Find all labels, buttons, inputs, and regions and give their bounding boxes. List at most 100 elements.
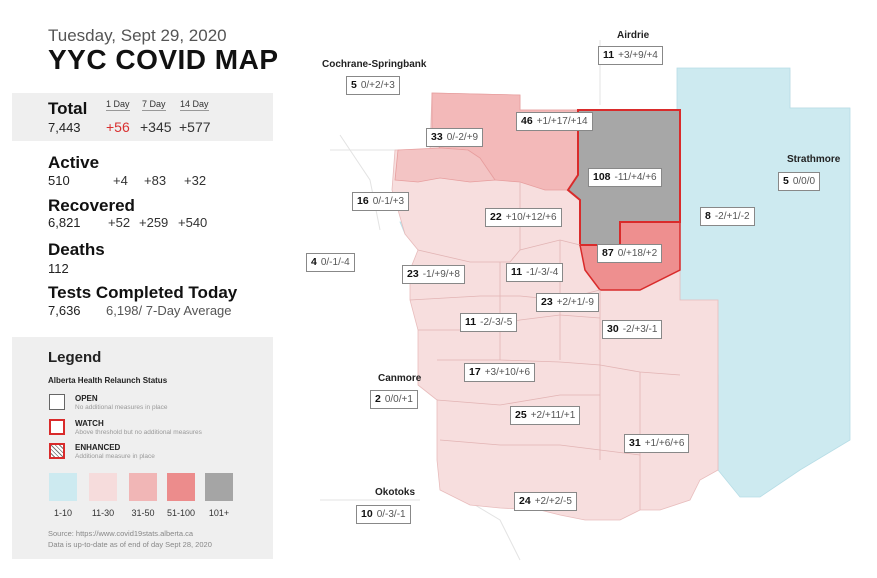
zone-changes: -2/+1/-2 [714, 211, 750, 222]
enhanced-status-box [49, 443, 65, 459]
zone-count: 11 [603, 49, 615, 61]
zone-count: 10 [361, 508, 373, 520]
zone-count: 2 [375, 393, 381, 405]
swatch-label-31-50: 31-50 [131, 508, 155, 518]
zone-changes: +2/+1/-9 [556, 297, 594, 308]
zone-changes: -1/-3/-4 [526, 267, 559, 278]
deaths-value: 112 [48, 261, 69, 276]
zone-count: 23 [407, 268, 419, 280]
open-status-desc: No additional measures in place [75, 404, 168, 411]
zone-label-bow-4: 4 0/-1/-4 [306, 253, 355, 272]
zone-changes: 0/+18/+2 [617, 248, 658, 259]
enhanced-status-label: ENHANCED [75, 443, 121, 452]
active-delta-7day: +83 [144, 173, 167, 188]
zone-label-s-17: 17 +3/+10/+6 [464, 363, 536, 382]
zone-label-nw-46: 46 +1/+17/+14 [516, 112, 593, 131]
legend-panel: Legend Alberta Health Relaunch Status OP… [12, 337, 273, 559]
zone-count: 108 [593, 171, 611, 183]
recovered-label: Recovered [48, 196, 135, 215]
zone-count: 23 [541, 296, 553, 308]
page-title: YYC COVID MAP [48, 44, 279, 75]
zone-changes: 0/-2/+9 [446, 132, 479, 143]
swatch-label-1-10: 1-10 [53, 508, 72, 518]
zone-count: 11 [465, 316, 477, 328]
zone-count: 25 [515, 409, 527, 421]
recovered-value: 6,821 [48, 215, 81, 230]
zone-count: 5 [351, 79, 357, 91]
zone-label-se-30: 30 -2/+3/-1 [602, 320, 663, 339]
zone-changes: 0/0/0 [792, 176, 816, 187]
zone-label-airdrie: 11 +3/+9/+4 [598, 46, 663, 65]
zone-nw-33 [394, 147, 496, 183]
active-label: Active [48, 153, 100, 172]
deaths-label: Deaths [48, 240, 105, 259]
zone-changes: -1/+9/+8 [422, 269, 460, 280]
active-delta-14day: +32 [184, 173, 207, 188]
open-status-label: OPEN [75, 394, 98, 403]
date-label: Tuesday, Sept 29, 2020 [48, 26, 227, 45]
total-value: 7,443 [48, 120, 81, 135]
zone-count: 5 [783, 175, 789, 187]
zone-label-nw-33: 33 0/-2/+9 [426, 128, 484, 147]
zone-label-sw-11: 11 -2/-3/-5 [460, 313, 518, 332]
swatch-label-51-100: 51-100 [166, 508, 196, 518]
tests-label: Tests Completed Today [48, 283, 238, 302]
zone-label-c-11: 11 -1/-3/-4 [506, 263, 564, 282]
zone-count: 17 [469, 366, 481, 378]
zone-count: 31 [629, 437, 641, 449]
zone-label-w-16: 16 0/-1/+3 [352, 192, 410, 211]
recovered-delta-7day: +259 [139, 215, 169, 230]
total-delta-14day: +577 [179, 119, 211, 135]
open-status-box [49, 394, 65, 410]
zone-label-s-24: 24 +2/+2/-5 [514, 492, 577, 511]
watch-status-label: WATCH [75, 419, 104, 428]
swatch-1-10 [49, 473, 77, 501]
zone-count: 33 [431, 131, 443, 143]
zone-changes: -2/-3/-5 [480, 317, 513, 328]
zone-count: 16 [357, 195, 369, 207]
enhanced-status-desc: Additional measure in place [75, 453, 155, 460]
zone-label-canmore: 2 0/0/+1 [370, 390, 418, 409]
zone-label-okotoks: 10 0/-3/-1 [356, 505, 411, 524]
source-note: Source: https://www.covid19stats.alberta… [48, 529, 194, 538]
total-delta-7day: +345 [140, 119, 172, 135]
zone-changes: 0/-1/+3 [372, 196, 405, 207]
zone-label-ne-108: 108 -11/+4/+6 [588, 168, 662, 187]
active-delta-1day: +4 [113, 173, 128, 188]
swatch-label-11-30: 11-30 [91, 508, 115, 518]
zone-changes: +2/+11/+1 [530, 410, 576, 421]
zone-changes: -2/+3/-1 [622, 324, 658, 335]
total-label: Total [48, 99, 88, 118]
legend-subtitle: Alberta Health Relaunch Status [48, 376, 168, 385]
swatch-11-30 [89, 473, 117, 501]
zone-changes: +3/+9/+4 [618, 50, 658, 61]
zone-changes: +1/+6/+6 [644, 438, 685, 449]
zone-label-c-22: 22 +10/+12/+6 [485, 208, 562, 227]
zone-count: 4 [311, 256, 317, 268]
town-canmore: Canmore [378, 373, 422, 384]
swatch-101-plus [205, 473, 233, 501]
zone-changes: +2/+2/-5 [534, 496, 572, 507]
zone-label-w-23: 23 -1/+9/+8 [402, 265, 465, 284]
col-head-7day: 7 Day [142, 99, 166, 111]
col-head-14day: 14 Day [180, 99, 209, 111]
zone-changes: +1/+17/+14 [536, 116, 588, 127]
col-head-1day: 1 Day [106, 99, 130, 111]
zone-count: 8 [705, 210, 711, 222]
zone-changes: 0/-1/-4 [320, 257, 350, 268]
town-cochrane: Cochrane-Springbank [322, 59, 427, 70]
zone-count: 24 [519, 495, 531, 507]
zone-changes: 0/-3/-1 [376, 509, 406, 520]
swatch-label-101-plus: 101+ [208, 508, 230, 518]
zone-changes: -11/+4/+6 [614, 172, 657, 183]
zone-label-strathmore: 5 0/0/0 [778, 172, 821, 191]
swatch-51-100 [167, 473, 195, 501]
zone-changes: 0/+2/+3 [360, 80, 395, 91]
swatch-31-50 [129, 473, 157, 501]
zone-changes: +3/+10/+6 [484, 367, 531, 378]
zone-label-se-31: 31 +1/+6/+6 [624, 434, 690, 453]
town-okotoks: Okotoks [375, 487, 416, 498]
zone-label-s-25: 25 +2/+11/+1 [510, 406, 581, 425]
tests-value: 7,636 [48, 303, 81, 318]
